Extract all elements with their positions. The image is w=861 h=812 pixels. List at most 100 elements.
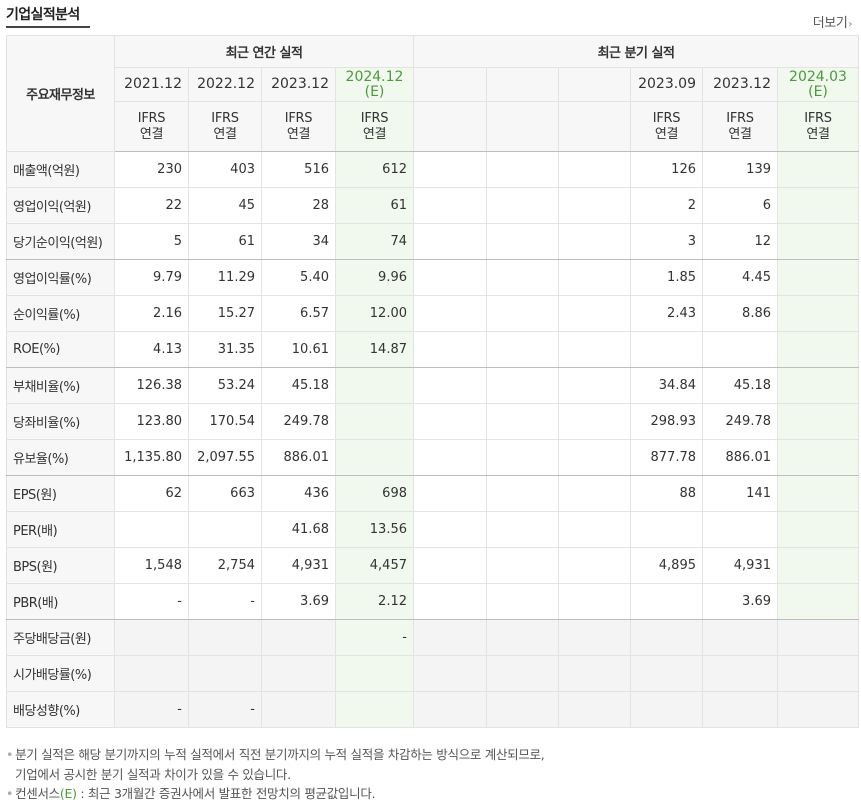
- table-row: EPS(원) 62 663 436 698 88 141: [6, 475, 859, 512]
- value-cell: [558, 619, 631, 656]
- value-cell: 5.40: [261, 259, 336, 296]
- row-label: PER(배): [6, 511, 115, 548]
- value-cell: [777, 295, 859, 332]
- value-cell: 31.35: [188, 331, 262, 368]
- value-cell: [630, 655, 703, 692]
- value-cell: 2: [630, 187, 703, 224]
- value-cell: [777, 511, 859, 548]
- ifrs-header: [413, 101, 487, 152]
- value-cell: 4.13: [114, 331, 189, 368]
- value-cell: [558, 583, 631, 620]
- footnote-text: 컨센서스: [15, 786, 60, 801]
- footnote-text: 분기 실적은 해당 분기까지의 누적 실적에서 직전 분기까지의 누적 실적을 …: [15, 747, 545, 762]
- ifrs-header: IFRS 연결: [335, 101, 414, 152]
- row-label: PBR(배): [6, 583, 115, 620]
- table-row: ROE(%) 4.13 31.35 10.61 14.87: [6, 331, 859, 368]
- table-row: 영업이익(억원) 22 45 28 61 2 6: [6, 187, 859, 224]
- value-cell: [486, 691, 559, 728]
- value-cell: 22: [114, 187, 189, 224]
- value-cell: 1.85: [630, 259, 703, 296]
- table-row: 영업이익률(%) 9.79 11.29 5.40 9.96 1.85 4.45: [6, 259, 859, 296]
- value-cell: 1,135.80: [114, 439, 189, 476]
- row-label: 당기순이익(억원): [6, 223, 115, 260]
- row-label: 영업이익(억원): [6, 187, 115, 224]
- value-cell: [188, 511, 262, 548]
- value-cell: [413, 655, 487, 692]
- value-cell: [413, 187, 487, 224]
- ifrs-header: IFRS 연결: [261, 101, 336, 152]
- value-cell: 249.78: [702, 403, 778, 440]
- value-cell: 11.29: [188, 259, 262, 296]
- estimate-mark: (E): [364, 83, 385, 100]
- period-header: [413, 67, 487, 102]
- value-cell: [777, 439, 859, 476]
- value-cell: 612: [335, 151, 414, 188]
- footnotes: • 분기 실적은 해당 분기까지의 누적 실적에서 직전 분기까지의 누적 실적을…: [6, 745, 545, 804]
- value-cell: [558, 187, 631, 224]
- value-cell: [702, 331, 778, 368]
- value-cell: 4,457: [335, 547, 414, 584]
- value-cell: 34.84: [630, 367, 703, 404]
- consolidated-label: 연결: [139, 126, 164, 142]
- value-cell: [558, 331, 631, 368]
- value-cell: [114, 511, 189, 548]
- consolidated-label: 연결: [213, 126, 237, 142]
- consolidated-label: 연결: [362, 126, 387, 142]
- value-cell: 2,754: [188, 547, 262, 584]
- ifrs-header: IFRS 연결: [702, 101, 778, 152]
- row-label: 부채비율(%): [6, 367, 115, 404]
- table-row: 순이익률(%) 2.16 15.27 6.57 12.00 2.43 8.86: [6, 295, 859, 332]
- value-cell: [777, 547, 859, 584]
- period-header-estimate: 2024.12 (E): [335, 67, 414, 102]
- value-cell: 3.69: [702, 583, 778, 620]
- value-cell: 2.43: [630, 295, 703, 332]
- value-cell: [558, 691, 631, 728]
- estimate-mark: (E): [59, 786, 77, 801]
- period-label: 2024.03: [789, 68, 847, 85]
- value-cell: 88: [630, 475, 703, 512]
- value-cell: 9.79: [114, 259, 189, 296]
- row-label: 배당성향(%): [6, 691, 115, 728]
- value-cell: [335, 367, 414, 404]
- value-cell: [261, 691, 336, 728]
- value-cell: [558, 475, 631, 512]
- value-cell: 41.68: [261, 511, 336, 548]
- value-cell: [777, 475, 859, 512]
- value-cell: [777, 223, 859, 260]
- table-row: 매출액(억원) 230 403 516 612 126 139: [6, 151, 859, 188]
- row-label: 매출액(억원): [6, 151, 115, 188]
- value-cell: [486, 403, 559, 440]
- more-link[interactable]: 더보기›: [812, 12, 853, 31]
- value-cell: [486, 367, 559, 404]
- value-cell: [630, 331, 703, 368]
- value-cell: 5: [114, 223, 189, 260]
- value-cell: [486, 187, 559, 224]
- value-cell: 2.16: [114, 295, 189, 332]
- value-cell: [702, 655, 778, 692]
- value-cell: 230: [114, 151, 189, 188]
- table-row: PER(배) 41.68 13.56: [6, 511, 859, 548]
- value-cell: [777, 367, 859, 404]
- value-cell: -: [335, 619, 414, 656]
- period-header: 2023.12: [261, 67, 336, 102]
- row-label: BPS(원): [6, 547, 115, 584]
- more-label[interactable]: 더보기: [812, 16, 848, 31]
- value-cell: 14.87: [335, 331, 414, 368]
- footnote-1: • 분기 실적은 해당 분기까지의 누적 실적에서 직전 분기까지의 누적 실적을…: [6, 745, 545, 765]
- table-row: BPS(원) 1,548 2,754 4,931 4,457 4,895 4,931: [6, 547, 859, 584]
- value-cell: [777, 619, 859, 656]
- value-cell: [413, 295, 487, 332]
- value-cell: [777, 331, 859, 368]
- value-cell: [413, 367, 487, 404]
- value-cell: [188, 655, 262, 692]
- value-cell: 45.18: [702, 367, 778, 404]
- value-cell: 45.18: [261, 367, 336, 404]
- value-cell: 2,097.55: [188, 439, 262, 476]
- value-cell: 4,895: [630, 547, 703, 584]
- value-cell: 6.57: [261, 295, 336, 332]
- value-cell: [486, 439, 559, 476]
- value-cell: [413, 511, 487, 548]
- value-cell: 15.27: [188, 295, 262, 332]
- value-cell: [413, 547, 487, 584]
- footnote-2: • 컨센서스(E) : 최근 3개월간 증권사에서 발표한 전망치의 평균값입니다…: [6, 784, 544, 804]
